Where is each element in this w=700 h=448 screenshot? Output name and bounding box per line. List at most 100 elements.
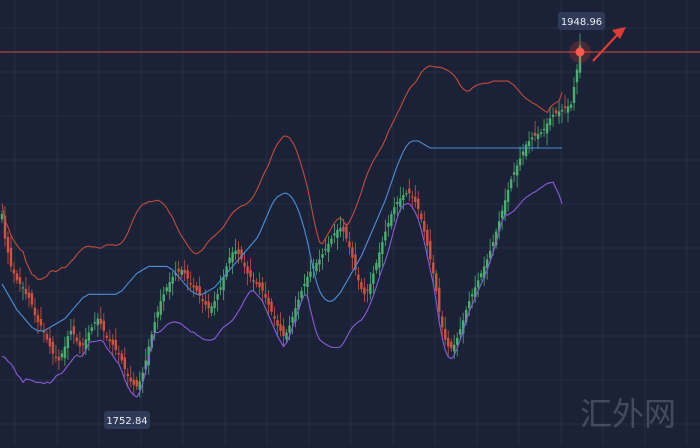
candle-down: [129, 377, 132, 382]
candle-up: [210, 306, 213, 313]
candle-down: [411, 196, 414, 198]
watermark-text: 汇外网: [580, 395, 676, 433]
candle-up: [530, 137, 534, 140]
candle-up: [231, 252, 234, 263]
bollinger-upper-band: [1, 65, 563, 280]
candle-up: [545, 123, 549, 134]
candle-up: [93, 322, 97, 324]
candle-up: [144, 360, 147, 370]
candle-down: [354, 254, 357, 270]
candle-down: [102, 320, 106, 331]
candle-down: [114, 340, 118, 350]
candle-up: [393, 207, 396, 215]
candle-down: [9, 247, 13, 267]
candle-up: [0, 214, 4, 220]
candle-up: [459, 329, 462, 335]
candle-down: [120, 353, 123, 361]
candle-up: [306, 276, 309, 287]
candle-up: [509, 179, 513, 189]
candle-down: [408, 188, 411, 194]
candle-up: [285, 332, 288, 340]
candle-down: [366, 289, 369, 291]
high-label-text: 1948.96: [561, 17, 602, 28]
candle-down: [426, 230, 429, 246]
candle-up: [387, 222, 390, 227]
candle-up: [375, 262, 378, 271]
candle-up: [303, 283, 306, 287]
candle-down: [39, 318, 43, 326]
candle-up: [294, 308, 297, 322]
candle-down: [132, 379, 135, 385]
low-label-text: 1752.84: [106, 416, 147, 427]
low-label-box: [104, 411, 150, 429]
candle-up: [66, 336, 70, 349]
candle-up: [476, 280, 480, 288]
low-price-label: 1752.84: [104, 411, 150, 429]
candle-down: [417, 198, 420, 209]
candle-up: [548, 118, 552, 126]
candle-down: [57, 356, 61, 361]
candle-up: [542, 128, 546, 131]
candle-up: [138, 381, 141, 390]
candle-down: [246, 266, 249, 274]
candle-down: [360, 281, 363, 290]
candle-down: [444, 328, 447, 340]
candle-up: [485, 259, 489, 268]
candle-up: [515, 165, 519, 176]
bollinger-bands: [1, 65, 563, 398]
candle-up: [467, 301, 471, 309]
candle-up: [506, 189, 510, 202]
candle-up: [470, 294, 474, 297]
candle-down: [45, 334, 49, 340]
candle-up: [222, 276, 225, 291]
candle-up: [479, 273, 483, 278]
candle-down: [192, 285, 195, 288]
candle-up: [497, 221, 501, 232]
candle-down: [267, 297, 270, 305]
candle-up: [330, 238, 333, 244]
candle-down: [15, 273, 19, 281]
candle-up: [503, 200, 507, 216]
candle-up: [288, 325, 291, 333]
candle-up: [171, 276, 174, 284]
candle-down: [72, 326, 76, 335]
candle-down: [198, 286, 201, 296]
candle-up: [399, 198, 402, 207]
candle-up: [518, 158, 522, 166]
candle-up: [216, 294, 219, 300]
candle-up: [333, 233, 336, 236]
candle-up: [551, 114, 555, 117]
candle-up: [234, 250, 237, 255]
candle-up: [84, 339, 88, 350]
candle-down: [27, 292, 31, 298]
candle-down: [186, 270, 189, 279]
candle-up: [225, 266, 228, 277]
candle-down: [12, 269, 16, 274]
candle-up: [141, 372, 144, 382]
bollinger-lower-band: [1, 181, 563, 398]
candle-up: [527, 141, 531, 147]
candle-down: [563, 106, 567, 108]
candle-up: [150, 334, 153, 349]
candle-up: [174, 273, 177, 276]
high-price-label: 1948.96: [558, 12, 605, 30]
candle-up: [327, 243, 330, 253]
candle-up: [578, 45, 582, 73]
candle-up: [491, 242, 495, 247]
candle-up: [180, 269, 183, 275]
candle-up: [381, 242, 384, 255]
candle-down: [78, 341, 82, 347]
candle-up: [462, 320, 465, 334]
candle-up: [315, 262, 318, 272]
candle-down: [258, 282, 261, 288]
candle-up: [572, 87, 576, 103]
candle-up: [500, 210, 504, 218]
candle-down: [345, 226, 348, 239]
candle-down: [432, 262, 435, 274]
candle-up: [60, 353, 64, 358]
candle-down: [255, 281, 258, 284]
candle-down: [24, 288, 28, 295]
candle-down: [420, 213, 423, 220]
